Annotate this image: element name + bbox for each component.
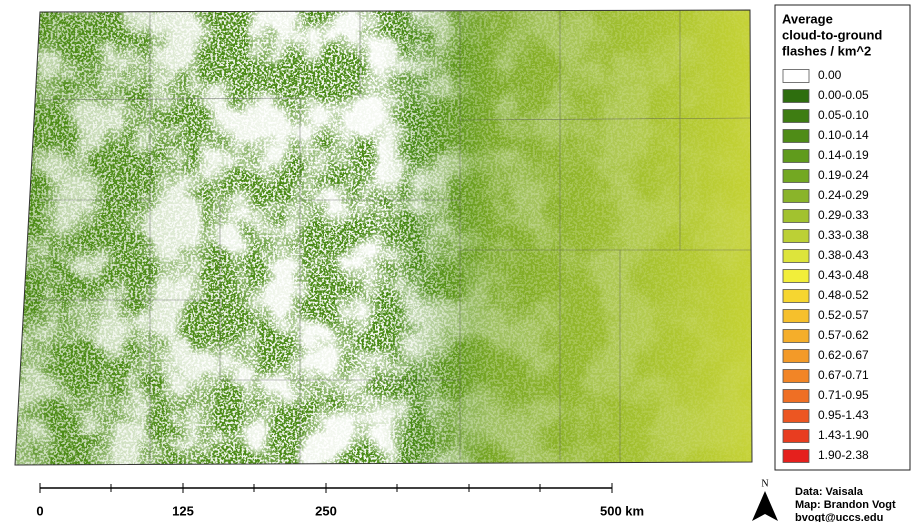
legend-swatch (783, 430, 809, 443)
legend-swatch (783, 330, 809, 343)
legend-swatch (783, 210, 809, 223)
legend-swatch (783, 310, 809, 323)
legend-swatch (783, 110, 809, 123)
legend-swatch (783, 350, 809, 363)
credits: Data: Vaisala Map: Brandon Vogt bvogt@uc… (795, 486, 896, 522)
legend-label: 1.90-2.38 (818, 448, 869, 462)
legend-swatch (783, 270, 809, 283)
legend-label: 0.57-0.62 (818, 328, 869, 342)
legend-swatch (783, 70, 809, 83)
legend-label: 0.10-0.14 (818, 128, 869, 142)
scale-label: 250 (315, 503, 337, 518)
legend-label: 1.43-1.90 (818, 428, 869, 442)
flash-density-raster (0, 0, 760, 470)
page: Averagecloud-to-groundflashes / km^2 0.0… (0, 0, 913, 522)
legend-label: 0.52-0.57 (818, 308, 869, 322)
legend-swatch (783, 150, 809, 163)
north-arrow: N (752, 478, 778, 521)
legend-swatch (783, 390, 809, 403)
north-arrow-shape (752, 491, 778, 521)
legend-label: 0.71-0.95 (818, 388, 869, 402)
legend-swatch (783, 410, 809, 423)
legend-label: 0.29-0.33 (818, 208, 869, 222)
legend-swatch (783, 290, 809, 303)
legend-label: 0.38-0.43 (818, 248, 869, 262)
legend-swatch (783, 370, 809, 383)
scale-label: 125 (172, 503, 194, 518)
credit-line: Map: Brandon Vogt (795, 499, 896, 511)
north-label: N (761, 478, 768, 489)
legend-label: 0.00-0.05 (818, 88, 869, 102)
legend-label: 0.67-0.71 (818, 368, 869, 382)
scale-label: 0 (36, 503, 43, 518)
legend-title-line: flashes / km^2 (782, 43, 871, 58)
legend-swatch (783, 90, 809, 103)
legend-label: 0.33-0.38 (818, 228, 869, 242)
legend-swatch (783, 190, 809, 203)
legend-swatch (783, 250, 809, 263)
credit-line: Data: Vaisala (795, 486, 864, 498)
credit-line: bvogt@uccs.edu (795, 512, 883, 522)
legend-title-line: Average (782, 11, 833, 26)
legend-label: 0.24-0.29 (818, 188, 869, 202)
legend-swatch (783, 130, 809, 143)
legend-swatch (783, 450, 809, 463)
legend-title-line: cloud-to-ground (782, 27, 882, 42)
scale-bar (40, 483, 612, 493)
map-figure: Averagecloud-to-groundflashes / km^2 0.0… (0, 0, 913, 522)
legend-swatch (783, 230, 809, 243)
legend-label: 0.95-1.43 (818, 408, 869, 422)
legend-label: 0.43-0.48 (818, 268, 869, 282)
legend-swatch (783, 170, 809, 183)
scale-label: 500 km (600, 503, 644, 518)
scale-labels: 0 125 250 500 km (36, 503, 644, 518)
legend-label: 0.62-0.67 (818, 348, 869, 362)
legend-label: 0.00 (818, 68, 842, 82)
legend-label: 0.14-0.19 (818, 148, 869, 162)
legend-label: 0.48-0.52 (818, 288, 869, 302)
legend-label: 0.19-0.24 (818, 168, 869, 182)
legend-label: 0.05-0.10 (818, 108, 869, 122)
